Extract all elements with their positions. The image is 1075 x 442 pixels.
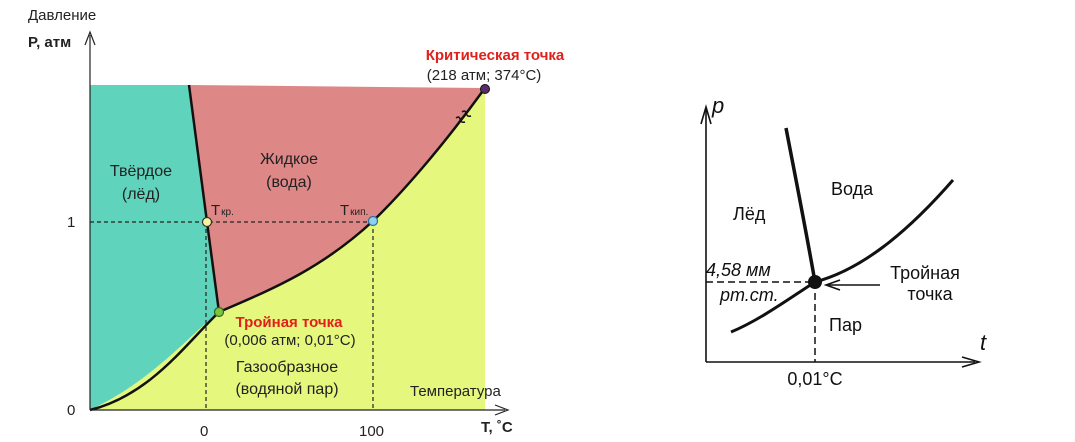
- right-x-axis-label: t: [980, 330, 987, 355]
- solid-label: Твёрдое: [110, 163, 172, 180]
- gas-region: [90, 88, 485, 410]
- right-triple-point: [808, 275, 822, 289]
- triple-point-title: Тройная точка: [236, 314, 344, 331]
- right-melting-curve: [784, 127, 817, 283]
- triple-point-label-line1: Тройная: [890, 263, 960, 283]
- triple-point-arrow: [823, 279, 880, 291]
- triple-point-label-line2: точка: [907, 284, 953, 304]
- critical-point-title: Критическая точка: [426, 47, 565, 64]
- liquid-label: Жидкое: [260, 151, 318, 168]
- y-tick-0: 0: [67, 402, 75, 419]
- critical-point: [480, 84, 490, 94]
- gas-label: Газообразное: [236, 359, 338, 376]
- solid-sublabel: (лёд): [122, 186, 160, 203]
- boiling-point: [367, 215, 379, 227]
- left-phase-diagram: Давление P, атм T, ˚C Температура 1 0 0 …: [28, 7, 565, 440]
- sublimation-curve: [89, 311, 220, 412]
- pressure-value-line1: 4,58 мм: [706, 260, 771, 280]
- vapor-label: Пар: [829, 315, 862, 335]
- x-tick-0: 0: [200, 423, 208, 440]
- x-axis-label: T, ˚C: [481, 419, 513, 436]
- pressure-value-line2: рт.ст.: [719, 285, 779, 305]
- right-phase-diagram: p t Лёд Вода Пар Тройная точка 4,58 мм р…: [700, 93, 987, 389]
- right-y-axis-label: p: [711, 93, 724, 118]
- critical-point-values: (218 атм; 374°C): [427, 67, 542, 84]
- y-axis-title: Давление: [28, 7, 96, 24]
- y-axis-label: P, атм: [28, 34, 71, 51]
- liquid-sublabel: (вода): [266, 174, 312, 191]
- y-tick-1: 1: [67, 214, 75, 231]
- gas-sublabel: (водяной пар): [235, 381, 338, 398]
- melting-temp-label: Tкр.: [211, 202, 234, 219]
- guide-lines: [90, 221, 374, 410]
- x-axis-caption: Температура: [410, 383, 502, 400]
- water-label: Вода: [831, 179, 874, 199]
- axes: [84, 30, 510, 416]
- right-axes: [700, 104, 982, 368]
- right-vaporization-curve: [814, 179, 955, 284]
- axis-break-mark: [455, 110, 472, 123]
- liquid-region: [189, 85, 485, 312]
- x-tick-100: 100: [359, 423, 384, 440]
- ice-label: Лёд: [733, 204, 766, 224]
- triple-point-values: (0,006 атм; 0,01°C): [224, 332, 355, 349]
- right-guide-lines: [706, 281, 816, 362]
- melting-point: [201, 216, 213, 228]
- boiling-temp-label: Tкип.: [340, 202, 368, 219]
- solid-region: [90, 85, 219, 410]
- triple-point: [213, 306, 225, 318]
- right-sublimation-curve: [730, 280, 816, 334]
- temperature-value: 0,01°С: [787, 369, 842, 389]
